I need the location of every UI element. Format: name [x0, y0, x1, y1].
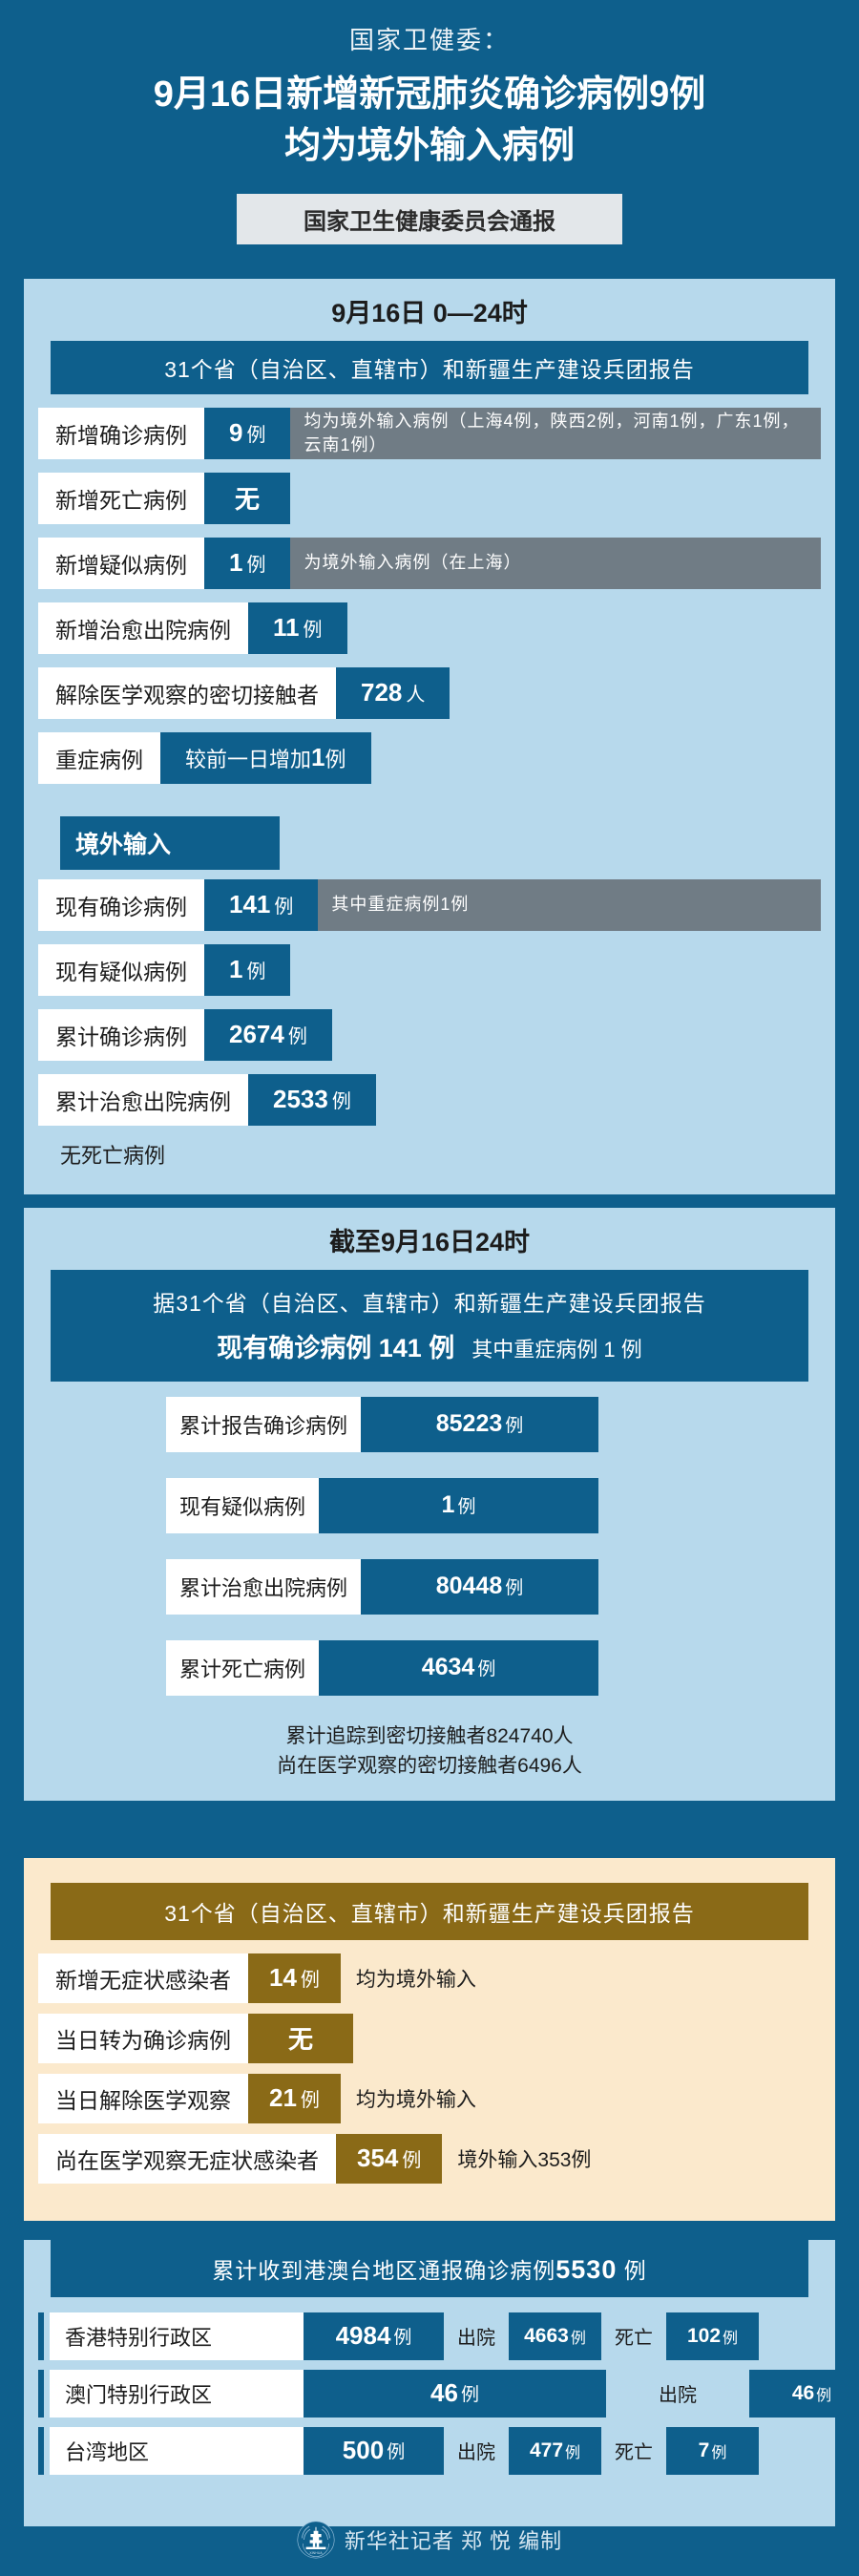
- svg-text:XINHUA: XINHUA: [309, 2550, 323, 2554]
